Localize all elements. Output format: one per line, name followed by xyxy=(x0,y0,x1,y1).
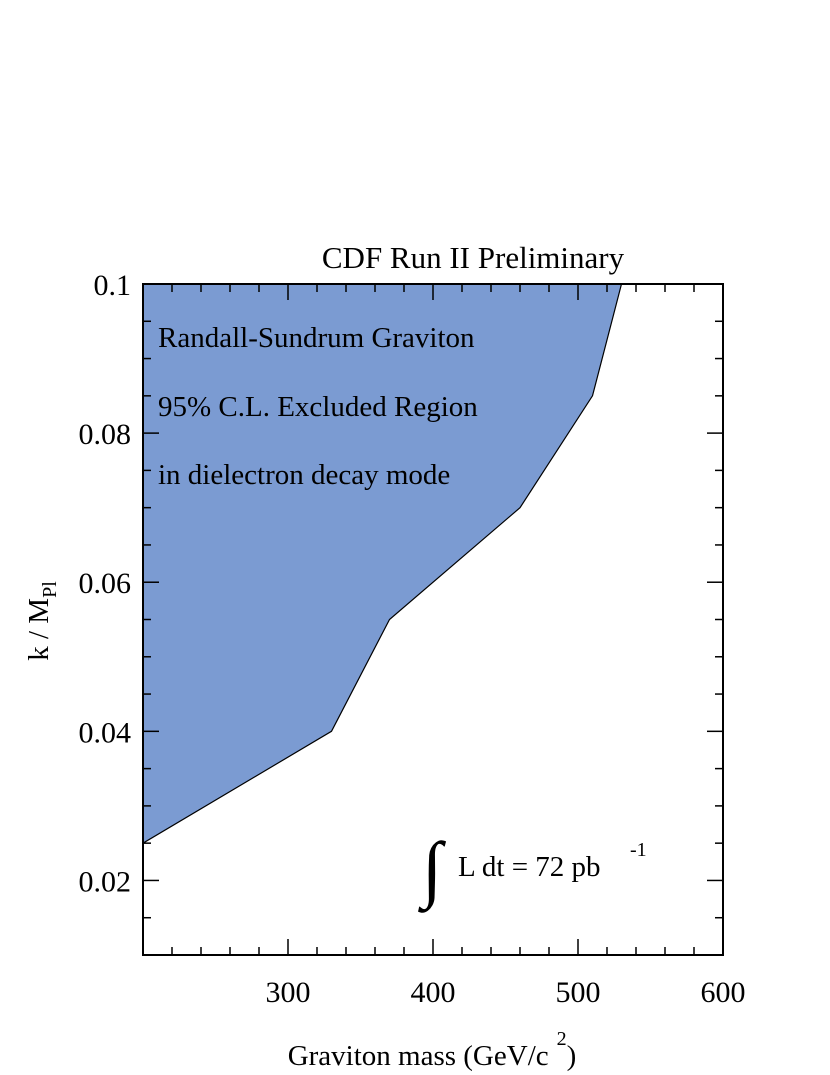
x-tick-label: 300 xyxy=(266,976,311,1009)
y-tick-label: 0.08 xyxy=(79,418,132,451)
y-tick-label: 0.02 xyxy=(79,865,132,898)
y-tick-label: 0.06 xyxy=(79,567,132,600)
y-axis-label-sub: Pl xyxy=(39,581,61,598)
excluded-region-area xyxy=(142,283,623,845)
x-tick-label: 600 xyxy=(701,976,746,1009)
integral-symbol: ∫ xyxy=(418,828,447,913)
luminosity-exponent: -1 xyxy=(630,839,647,861)
annotation-cl: 95% C.L. Excluded Region xyxy=(158,391,478,423)
annotation-model: Randall-Sundrum Graviton xyxy=(158,322,475,354)
y-axis-label: k / MPl xyxy=(23,581,61,661)
x-tick-label: 400 xyxy=(411,976,456,1009)
annotation-mode: in dielectron decay mode xyxy=(158,459,450,491)
x-axis-label-tail: ) xyxy=(567,1040,577,1072)
axis-tick-labels: 300 400 500 600 0.02 0.04 0.06 0.08 0.1 xyxy=(79,269,746,1009)
luminosity-label: L dt = 72 pb xyxy=(458,851,601,883)
x-axis-label-sup: 2 xyxy=(557,1028,567,1050)
chart-title: CDF Run II Preliminary xyxy=(322,240,625,275)
x-tick-label: 500 xyxy=(556,976,601,1009)
axis-ticks xyxy=(142,283,724,956)
y-tick-label: 0.1 xyxy=(94,269,132,302)
x-axis-label-main: Graviton mass (GeV/c xyxy=(288,1040,549,1072)
y-tick-label: 0.04 xyxy=(79,716,132,749)
x-axis-label: Graviton mass (GeV/c 2) xyxy=(288,1028,577,1072)
y-axis-label-main: k / M xyxy=(23,598,55,661)
